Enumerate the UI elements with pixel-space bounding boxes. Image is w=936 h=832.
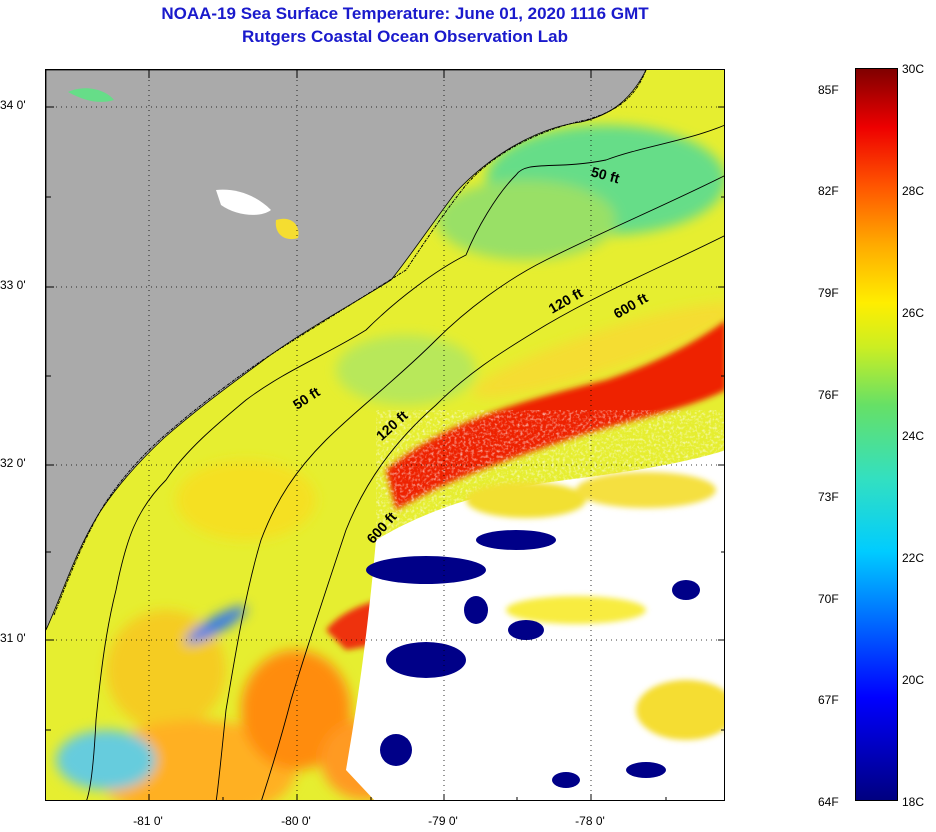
lat-label-33: 33 0' (0, 278, 26, 292)
colorbar-label-67f: 67F (818, 693, 839, 707)
colorbar-label-73f: 73F (818, 490, 839, 504)
sst-map: 50 ft 50 ft 120 ft 120 ft 600 ft 600 ft (45, 69, 725, 801)
lon-label-78: -78 0' (575, 814, 605, 828)
contour-600ft (261, 235, 724, 800)
contour-label-50ft-north: 50 ft (589, 163, 621, 186)
colorbar-label-28c: 28C (902, 184, 925, 198)
map-subtitle: Rutgers Coastal Ocean Observation Lab (242, 27, 568, 46)
axis-ticks (46, 70, 724, 800)
depth-contours (86, 124, 724, 800)
colorbar-label-20c: 20C (902, 673, 925, 687)
cold-patches (366, 530, 700, 788)
contour-120ft (215, 175, 724, 800)
colorbar-label-85f: 85F (818, 83, 839, 97)
colorbar-label-64f: 64F (818, 795, 839, 809)
graticule (46, 70, 724, 800)
lon-label-80: -80 0' (281, 814, 311, 828)
lon-label-81: -81 0' (133, 814, 163, 828)
lakes (68, 88, 299, 240)
lon-label-79: -79 0' (428, 814, 458, 828)
map-title: NOAA-19 Sea Surface Temperature: June 01… (161, 4, 649, 23)
colorbar-label-79f: 79F (818, 286, 839, 300)
colorbar-label-30c: 30C (902, 62, 925, 76)
coastline (53, 70, 647, 616)
colorbar-label-26c: 26C (902, 306, 925, 320)
colorbar-label-76f: 76F (818, 388, 839, 402)
temperature-colorbar (855, 68, 898, 801)
contour-50ft (86, 124, 724, 800)
colorbar-label-24c: 24C (902, 429, 925, 443)
colorbar-label-18c: 18C (902, 795, 925, 809)
lat-label-32: 32 0' (0, 456, 26, 470)
lat-label-34: 34 0' (0, 98, 26, 112)
lat-label-31: 31 0' (0, 631, 26, 645)
colorbar-label-22c: 22C (902, 551, 925, 565)
colorbar-label-70f: 70F (818, 592, 839, 606)
colorbar-label-82f: 82F (818, 184, 839, 198)
